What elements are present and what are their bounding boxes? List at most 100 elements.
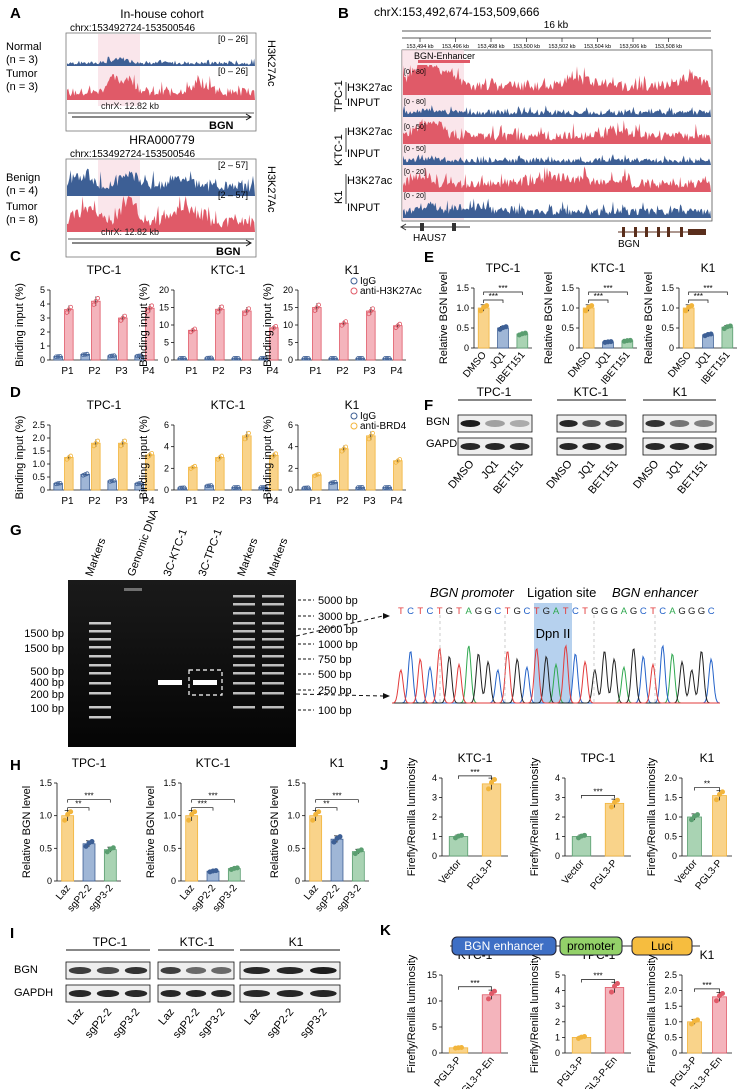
sequence-base: G <box>484 606 491 617</box>
sequence-base: T <box>437 606 443 617</box>
sig-bracket <box>191 807 214 811</box>
y-axis-label: Firefly/Renilla luminosity <box>646 954 658 1073</box>
sig-bracket <box>458 986 492 990</box>
data-point <box>53 354 59 359</box>
bar-sgp3-2 <box>103 849 117 882</box>
y-tick-label: 1 <box>432 832 437 842</box>
i-blot-band <box>124 967 148 974</box>
y-tick-label: 10 <box>283 320 293 330</box>
y-tick-label: 1.5 <box>456 283 469 293</box>
sequence-base: A <box>466 606 473 617</box>
sequence-base: T <box>398 606 404 617</box>
f-blot-band <box>460 443 481 450</box>
marker-band <box>89 716 111 719</box>
chart-c-k1: K1 0 5 10 15 20 Binding input (%) P1 P2 P3 P4 IgGan… <box>262 263 422 377</box>
x-tick-label: P3 <box>239 496 252 507</box>
data-point <box>181 485 187 490</box>
bar-vector <box>687 816 702 857</box>
bar-sgp2-2 <box>82 843 96 882</box>
x-tick-label: P1 <box>309 366 322 377</box>
bar-anti-h3k27ac <box>339 322 349 361</box>
f-blot-band <box>460 420 481 427</box>
marker-band <box>233 612 255 615</box>
f-blot-band <box>694 420 714 427</box>
panel-label-b: B <box>338 5 349 22</box>
data-point <box>57 480 63 486</box>
x-tick-label: P1 <box>185 496 198 507</box>
b-range-k1-in: [0 - 20] <box>404 193 426 200</box>
b-h3-tpc1: H3K27ac <box>347 82 393 94</box>
data-point <box>107 353 113 359</box>
construct-promoter-label: promoter <box>567 939 615 953</box>
y-tick-label: 0.5 <box>287 843 300 853</box>
chart-k-k1: K1 0 0.5 1.0 1.5 2.0 2.5 Firefly/Renilla lumino… <box>646 948 732 1089</box>
gel-lane-label: Markers <box>266 536 291 578</box>
y-tick-label: 0.5 <box>456 323 469 333</box>
data-point <box>689 817 694 823</box>
sequence-base: A <box>621 606 628 617</box>
y-tick-label: 2.0 <box>664 986 677 996</box>
f-lane-label: DMSO <box>544 458 575 491</box>
gel-left-bp: 500 bp <box>30 666 64 678</box>
y-axis-label: Relative BGN level <box>543 272 555 364</box>
marker-band <box>233 630 255 633</box>
y-tick-label: 2 <box>555 812 560 822</box>
cohort2-frame <box>65 158 257 258</box>
sequence-base: T <box>650 606 656 617</box>
x-tick-label: PGL3-P-En <box>455 1055 496 1089</box>
y-tick-label: 0.5 <box>664 832 677 842</box>
data-point <box>689 303 695 309</box>
data-point <box>179 356 185 361</box>
gel-selection-box <box>188 669 223 696</box>
sig-label: *** <box>489 292 498 301</box>
i-blot-band <box>68 967 92 974</box>
data-point <box>258 485 264 490</box>
sequence-base: C <box>494 606 501 617</box>
y-axis-label: Firefly/Renilla luminosity <box>406 757 418 876</box>
data-point <box>689 1021 694 1027</box>
data-point <box>609 989 614 995</box>
data-point <box>301 356 307 361</box>
data-point <box>343 444 349 449</box>
y-tick-label: 1.0 <box>661 303 674 313</box>
data-point <box>714 998 719 1004</box>
x-tick-label: P2 <box>336 366 349 377</box>
data-point <box>181 355 187 361</box>
bgn-exon <box>622 227 625 237</box>
data-point <box>615 797 620 803</box>
data-point <box>110 845 116 851</box>
sig-label: *** <box>470 979 479 988</box>
sequence-base: G <box>610 606 617 617</box>
sequence-base: C <box>659 606 666 617</box>
data-point <box>91 443 97 449</box>
f-blot-band <box>645 420 665 427</box>
x-tick-label: P4 <box>390 496 403 507</box>
marker-band <box>89 664 111 667</box>
data-point <box>192 809 198 815</box>
data-point <box>258 356 264 361</box>
data-point <box>489 779 494 785</box>
marker-band <box>89 655 111 658</box>
bar-anti-brd4 <box>91 442 101 491</box>
data-point <box>95 438 101 444</box>
scale-label-1: chrX: 12.82 kb <box>101 101 159 111</box>
gel-right-bp: 1000 bp <box>318 639 358 651</box>
sig-bracket <box>315 799 359 803</box>
chart-j-tpc-1: TPC-1 0 1 2 3 4 Firefly/Renilla luminosity Vect… <box>529 751 631 892</box>
sig-bracket <box>581 795 615 799</box>
panel-a: A In-house cohort chrx:153492724-1535005… <box>6 5 277 258</box>
y-tick-label: 2 <box>288 463 293 473</box>
k-construct: BGN enhancer promoter Luci <box>450 936 700 956</box>
data-point <box>608 339 614 345</box>
x-tick-label: sgP3-2 <box>87 883 116 915</box>
panel-label-d: D <box>10 384 21 401</box>
sig-label: *** <box>332 792 341 801</box>
f-blot-band <box>645 443 665 450</box>
data-point <box>55 481 61 486</box>
data-point <box>273 451 279 456</box>
data-point <box>68 809 74 815</box>
data-point <box>208 355 214 360</box>
sig-label: *** <box>208 792 217 801</box>
data-point <box>486 786 491 792</box>
